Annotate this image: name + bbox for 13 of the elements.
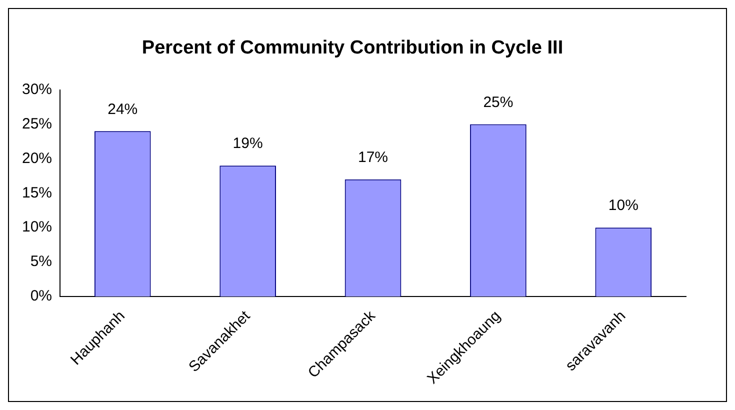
y-tick-label: 10% xyxy=(22,218,52,236)
data-label: 24% xyxy=(108,100,138,118)
y-tick-label: 20% xyxy=(22,150,52,167)
y-tick-label: 30% xyxy=(22,80,52,98)
y-tick-label: 25% xyxy=(22,115,52,132)
data-label: 25% xyxy=(483,94,514,111)
data-label: 17% xyxy=(358,148,388,166)
y-tick-label: 15% xyxy=(22,184,52,202)
y-tick-label: 5% xyxy=(30,253,52,270)
y-tick-label: 0% xyxy=(30,288,52,305)
data-label: 19% xyxy=(232,135,263,152)
data-label: 10% xyxy=(608,197,638,214)
chart-title: Percent of Community Contribution in Cycle III xyxy=(142,38,564,59)
